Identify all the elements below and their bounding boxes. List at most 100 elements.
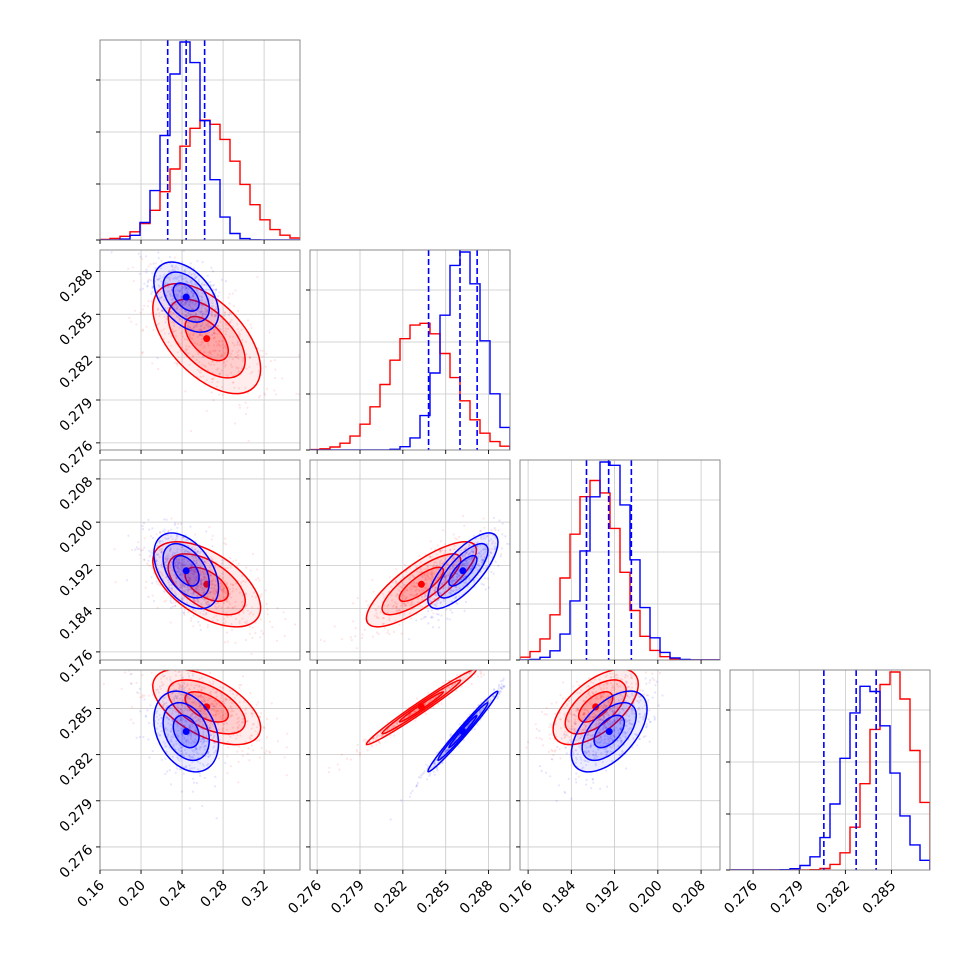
point	[229, 715, 232, 718]
point	[194, 720, 198, 723]
point	[189, 592, 193, 595]
point	[198, 685, 201, 688]
point	[226, 327, 229, 330]
point	[154, 262, 157, 265]
point	[188, 302, 191, 305]
point	[182, 557, 186, 560]
point	[215, 690, 218, 693]
point	[180, 597, 183, 600]
point	[479, 530, 482, 533]
point	[145, 580, 148, 583]
point	[180, 749, 183, 753]
point	[196, 576, 199, 579]
point	[209, 754, 212, 757]
point	[496, 653, 498, 655]
point	[282, 611, 285, 614]
point	[174, 302, 177, 306]
point	[596, 741, 600, 744]
point	[464, 552, 467, 555]
point	[125, 579, 128, 582]
point	[196, 599, 199, 602]
point	[181, 286, 184, 289]
point	[571, 754, 574, 757]
point	[449, 734, 452, 738]
point	[182, 548, 185, 551]
point	[211, 683, 215, 686]
point	[466, 562, 469, 565]
point	[468, 544, 471, 547]
point	[191, 555, 194, 558]
point	[412, 711, 415, 714]
point	[463, 524, 466, 527]
grid-lines	[520, 670, 720, 870]
point	[177, 748, 180, 751]
point	[113, 548, 116, 551]
point	[221, 730, 224, 733]
point	[166, 557, 169, 560]
point	[181, 335, 185, 338]
point	[234, 600, 237, 603]
point	[187, 734, 190, 737]
point	[171, 719, 174, 722]
grid-lines	[730, 670, 930, 870]
point	[215, 695, 218, 698]
point	[408, 578, 411, 581]
point	[260, 712, 263, 715]
point	[168, 586, 171, 589]
point	[188, 551, 191, 554]
point	[461, 563, 465, 566]
point	[180, 563, 183, 566]
point	[616, 739, 619, 742]
point	[465, 546, 468, 550]
point	[479, 701, 483, 704]
point	[388, 619, 391, 622]
point	[364, 738, 367, 741]
point	[569, 739, 572, 742]
point	[607, 738, 610, 741]
point	[412, 585, 415, 588]
point	[490, 548, 493, 551]
point	[612, 735, 616, 738]
point	[210, 703, 213, 706]
point	[394, 580, 397, 583]
point	[500, 683, 503, 686]
point	[209, 284, 212, 287]
point	[211, 705, 214, 708]
point	[180, 688, 183, 691]
point	[163, 536, 166, 540]
point	[193, 303, 197, 306]
point	[213, 332, 216, 335]
point	[224, 761, 227, 765]
point	[654, 717, 657, 720]
point	[141, 695, 144, 699]
point	[484, 663, 486, 665]
point	[218, 291, 221, 294]
point	[214, 340, 218, 343]
point	[450, 580, 453, 584]
point	[479, 555, 483, 558]
point	[147, 559, 150, 562]
point	[230, 710, 233, 713]
point	[219, 321, 222, 324]
point	[431, 576, 434, 579]
point	[215, 691, 218, 694]
point	[199, 718, 202, 721]
point	[198, 328, 201, 331]
point	[227, 314, 230, 317]
point	[215, 710, 218, 713]
point	[380, 734, 383, 737]
point	[460, 578, 463, 581]
point	[229, 765, 232, 768]
point	[269, 359, 273, 363]
point	[175, 277, 178, 280]
point	[203, 709, 206, 712]
point	[179, 750, 182, 753]
point	[215, 709, 218, 712]
point	[386, 721, 389, 724]
point	[184, 302, 188, 305]
point	[185, 697, 188, 700]
point	[176, 526, 179, 529]
point	[453, 544, 456, 547]
point	[410, 601, 413, 605]
point	[175, 558, 178, 562]
